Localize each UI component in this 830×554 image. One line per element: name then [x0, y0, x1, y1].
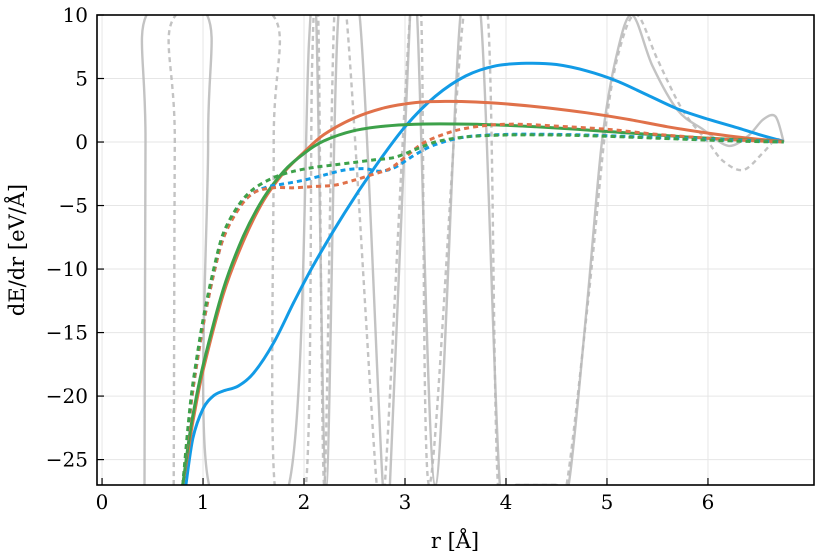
- y-tick-label: −20: [46, 384, 88, 408]
- x-tick-label: 4: [500, 490, 513, 514]
- series-line-6: [140, 15, 785, 485]
- y-tick-label: −5: [59, 194, 88, 218]
- y-tick-label: −25: [46, 448, 88, 472]
- x-tick-label: 1: [197, 490, 210, 514]
- axis-ticks: 0 1 2 3 4 5 6 10 5 0 −5 −10 −15 −20 −25: [46, 3, 715, 514]
- grid: [97, 14, 814, 485]
- x-tick-label: 3: [399, 490, 412, 514]
- y-axis-label: dE/dr [eV/Å]: [4, 184, 29, 316]
- y-tick-label: 5: [75, 67, 88, 91]
- data-series: [140, 15, 785, 485]
- y-tick-label: −10: [46, 257, 88, 281]
- x-tick-label: 5: [601, 490, 614, 514]
- y-tick-label: −15: [46, 321, 88, 345]
- x-tick-label: 6: [702, 490, 715, 514]
- x-tick-label: 0: [96, 490, 109, 514]
- x-tick-label: 2: [298, 490, 311, 514]
- series-line-5: [181, 133, 784, 485]
- series-line-7: [167, 15, 785, 485]
- x-axis-label: r [Å]: [431, 528, 479, 553]
- plot-frame: [96, 14, 815, 486]
- y-tick-label: 0: [75, 130, 88, 154]
- series-line-0: [184, 61, 785, 485]
- y-tick-label: 10: [63, 3, 88, 27]
